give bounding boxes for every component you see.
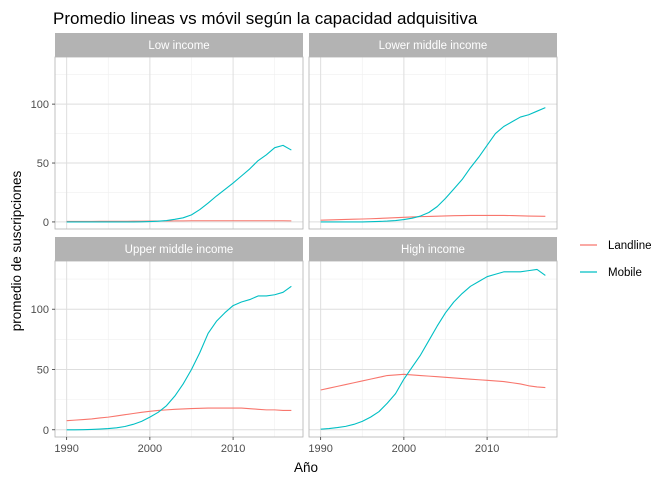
- facet-panels: Low income Lower middle income Upper middl…: [54, 33, 558, 438]
- strip-label-high-income: High income: [401, 244, 465, 256]
- x-tick-label: 1990: [54, 443, 78, 455]
- x-tick-label: 2010: [475, 443, 499, 455]
- y-tick-label: 100: [31, 304, 49, 316]
- strip-high-income: [309, 237, 557, 261]
- strip-label-low-income: Low income: [148, 40, 209, 52]
- strip-upper-middle-income: [55, 237, 303, 261]
- y-tick-label: 0: [43, 425, 49, 437]
- y-axis-title: promedio de suscripciones: [9, 170, 24, 331]
- series-line-landline-high-income: [320, 373, 546, 391]
- y-tick-label: 50: [37, 158, 49, 170]
- series-line-mobile-high-income: [320, 268, 546, 430]
- y-tick-label: 50: [37, 364, 49, 376]
- strip-low-income: [55, 33, 303, 57]
- series-line-landline-upper-middle-income: [66, 407, 292, 422]
- panel-border: [308, 260, 558, 438]
- panel-low-income: Low income: [54, 33, 304, 230]
- x-tick-label: 2000: [138, 443, 162, 455]
- strip-label-upper-middle-income: Upper middle income: [125, 244, 234, 256]
- legend-label-mobile: Mobile: [608, 267, 642, 279]
- series-line-mobile-lower-middle-income: [320, 107, 546, 223]
- panel-upper-middle-income: Upper middle income: [54, 237, 304, 438]
- axes: 0 50 100 0 50 100 1990 2000 2010 1990 2000 2010: [31, 99, 500, 455]
- x-tick-label: 2000: [392, 443, 416, 455]
- series-line-mobile-low-income: [66, 144, 292, 223]
- strip-lower-middle-income: [309, 33, 557, 57]
- x-tick-label: 2010: [221, 443, 245, 455]
- panel-high-income: High income: [308, 237, 558, 438]
- legend: Landline Mobile: [580, 240, 651, 279]
- panel-border: [308, 56, 558, 230]
- panel-border: [54, 260, 304, 438]
- chart-title: Promedio lineas vs móvil según la capaci…: [53, 9, 478, 28]
- x-tick-label: 1990: [308, 443, 332, 455]
- x-axis-title: Año: [294, 460, 318, 475]
- legend-label-landline: Landline: [608, 240, 651, 252]
- y-tick-label: 0: [43, 217, 49, 229]
- panel-border: [54, 56, 304, 230]
- y-tick-label: 100: [31, 99, 49, 111]
- series-line-mobile-upper-middle-income: [66, 285, 292, 431]
- strip-label-lower-middle-income: Lower middle income: [379, 40, 488, 52]
- series-line-landline-lower-middle-income: [320, 214, 546, 221]
- series-line-landline-low-income: [66, 220, 292, 223]
- panel-lower-middle-income: Lower middle income: [308, 33, 558, 230]
